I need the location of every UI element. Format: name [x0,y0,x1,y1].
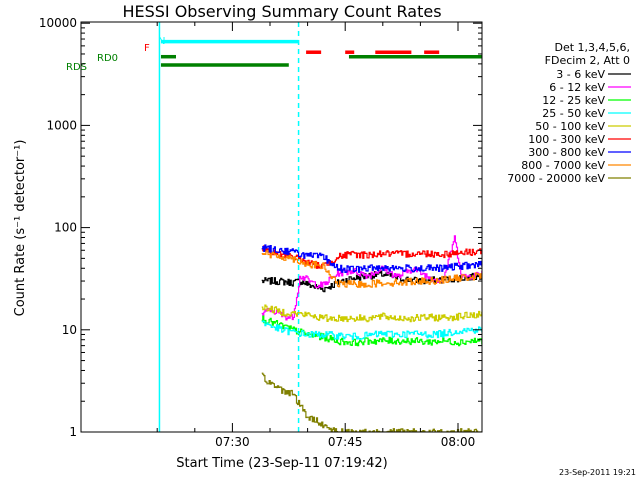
legend-label-12-25-kev: 12 - 25 keV [542,94,605,107]
y-tick-label-10: 10 [62,323,77,337]
y-tick-label-1: 1 [69,425,77,439]
series-line-12-25-kev [261,315,482,347]
x-tick-label-07-30: 07:30 [215,435,250,449]
y-tick-label-10000: 10000 [39,16,77,30]
legend-header-line-1: Det 1,3,4,5,6, [554,41,630,54]
legend-header-line-2: FDecim 2, Att 0 [545,54,630,67]
legend-label-50-100-kev: 50 - 100 keV [535,120,605,133]
flag-label-rd0: RD0 [97,53,118,64]
y-axis-label: Count Rate (s⁻¹ detector⁻¹) [13,140,28,317]
flag-label-n: N [158,36,165,47]
series-line-100-300-kev [261,245,482,269]
legend-label-100-300-kev: 100 - 300 keV [528,133,605,146]
y-tick-label-1000: 1000 [46,118,77,132]
x-tick-label-07-45: 07:45 [328,435,363,449]
legend-label-800-7000-kev: 800 - 7000 keV [521,159,605,172]
series-line-50-100-kev [261,304,482,323]
flag-label-rds: RDS [66,62,87,73]
timestamp: 23-Sep-2011 19:21 [559,468,636,477]
series-line-800-7000-kev [261,250,482,288]
legend-label-3-6-kev: 3 - 6 keV [556,68,605,81]
legend-label-6-12-kev: 6 - 12 keV [549,81,605,94]
series-line-25-50-kev [261,320,482,341]
axes: 07:30 07:45 08:00 1 10 100 1000 10000 [39,16,482,449]
legend-label-7000-20000-kev: 7000 - 20000 keV [507,172,605,185]
x-tick-label-08-00: 08:00 [441,435,476,449]
x-axis-label: Start Time (23-Sep-11 07:19:42) [176,456,387,471]
legend-label-25-50-kev: 25 - 50 keV [542,107,605,120]
plot-area [158,22,482,432]
legend-label-300-800-kev: 300 - 800 keV [528,146,605,159]
y-tick-label-100: 100 [54,221,77,235]
flag-label-f: F [144,43,150,54]
plot-frame [80,21,483,433]
series-line-6-12-kev [261,235,482,321]
chart-title: HESSI Observing Summary Count Rates [122,2,441,21]
series-line-300-800-kev [261,244,482,273]
legend: Det 1,3,4,5,6, FDecim 2, Att 0 3 - 6 keV… [507,41,631,185]
plot-content: NF RD0 RDS [66,22,482,432]
